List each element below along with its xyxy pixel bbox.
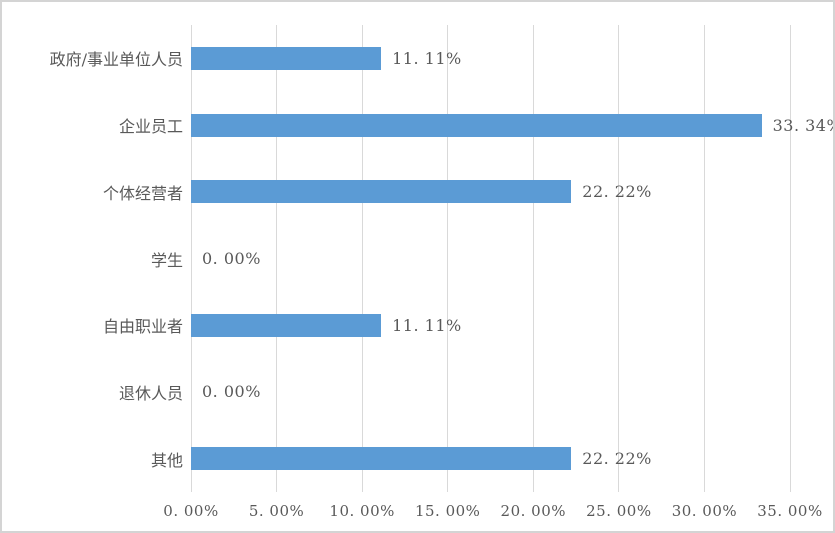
category-label: 企业员工 [118, 117, 183, 137]
plot-area: 11. 11% 33. 34% 22. 22% 0. 00% 11. 11% 0. 00%… [163, 25, 833, 520]
value-label: 22. 22% [582, 182, 652, 202]
gridline [618, 25, 620, 492]
x-axis-tick-label: 10. 00% [329, 502, 395, 520]
bar-row: 0. 00% [191, 225, 790, 292]
category-label: 个体经营者 [102, 183, 183, 203]
gridline [276, 25, 278, 492]
bar-row: 22. 22% [191, 425, 790, 492]
bar [191, 447, 572, 471]
bar-row: 11. 11% [191, 25, 790, 92]
category-label: 学生 [150, 250, 183, 270]
value-label: 0. 00% [202, 382, 261, 402]
category-label: 政府/事业单位人员 [49, 50, 183, 70]
bar [191, 46, 382, 70]
gridline [190, 25, 192, 492]
bar-row: 22. 22% [191, 158, 790, 225]
gridline [447, 25, 449, 492]
category-label: 退休人员 [118, 383, 183, 403]
x-axis-tick-label: 20. 00% [500, 502, 567, 520]
bar [191, 113, 762, 137]
gridline [703, 25, 705, 492]
value-label: 11. 11% [392, 48, 462, 68]
bar-row: 0. 00% [191, 359, 790, 426]
x-axis-tick-label: 35. 00% [757, 502, 823, 520]
x-axis-tick-label: 0. 00% [163, 502, 219, 520]
gridline [532, 25, 534, 492]
category-label: 其他 [150, 450, 183, 470]
bar-rows: 11. 11% 33. 34% 22. 22% 0. 00% 11. 11% 0. 00%… [191, 25, 833, 492]
value-label: 11. 11% [392, 315, 462, 335]
value-label: 33. 34% [772, 115, 833, 135]
bar [191, 180, 572, 204]
x-axis-tick-label: 15. 00% [414, 502, 481, 520]
x-axis-tick-label: 5. 00% [248, 502, 305, 520]
bar-row: 33. 34% [191, 92, 833, 159]
value-label: 22. 22% [582, 449, 652, 469]
bar [191, 313, 382, 337]
x-axis-tick-label: 30. 00% [671, 502, 738, 520]
category-axis: 政府/事业单位人员企业员工个体经营者学生自由职业者退休人员其他 [2, 25, 183, 492]
value-label: 0. 00% [202, 249, 261, 269]
x-axis-tick-label: 25. 00% [586, 502, 652, 520]
category-label: 自由职业者 [102, 317, 183, 337]
gridline [789, 25, 791, 492]
bar-row: 11. 11% [191, 292, 790, 359]
gridline [361, 25, 363, 492]
